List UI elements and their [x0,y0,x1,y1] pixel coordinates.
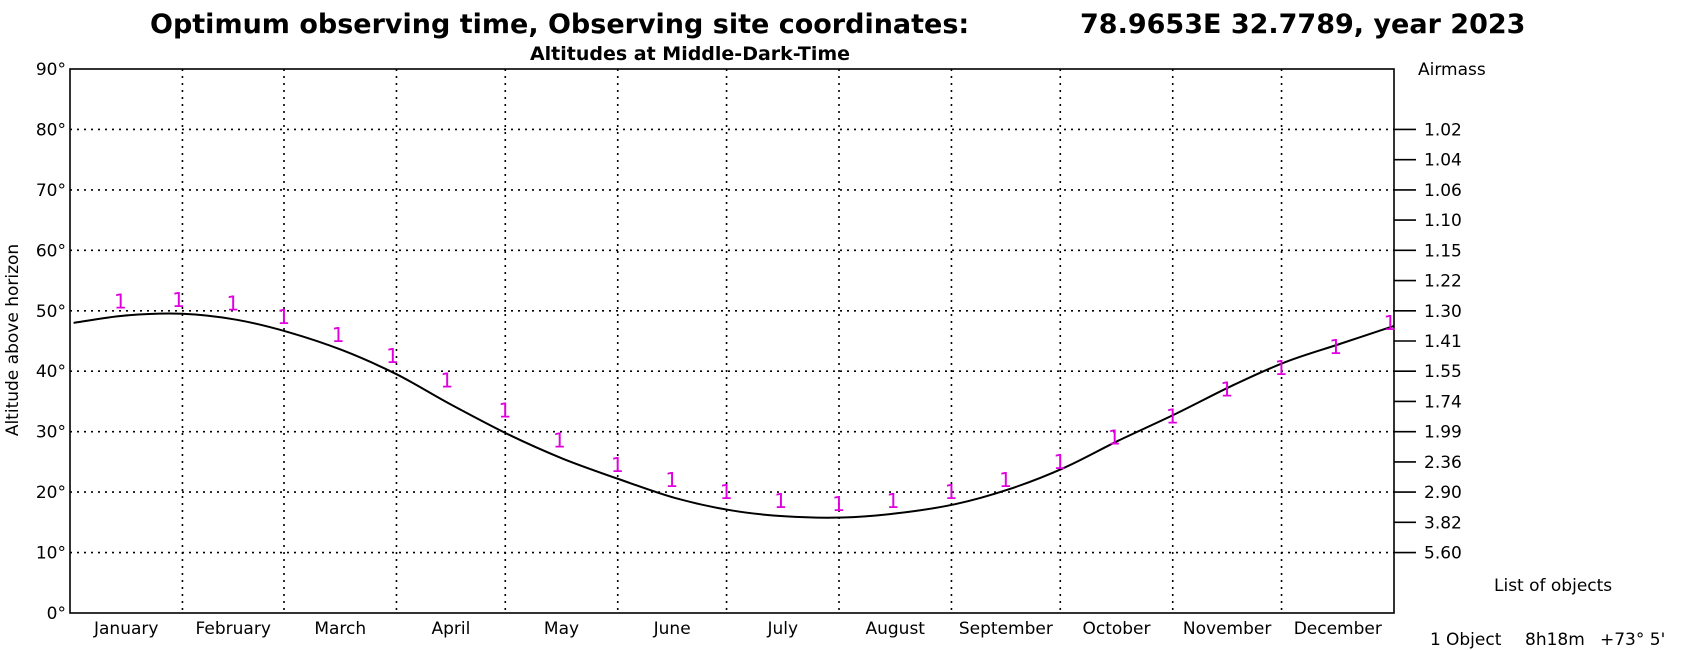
airmass-tick-label: 5.60 [1424,544,1462,564]
altitude-marker: 1 [332,323,345,347]
airmass-tick-label: 3.82 [1424,513,1462,533]
y-tick-label: 80° [36,120,66,140]
y-tick-label: 90° [36,60,66,80]
altitude-marker: 1 [1108,426,1121,450]
airmass-tick-label: 1.74 [1424,392,1462,412]
y-tick-label: 50° [36,302,66,322]
airmass-tick-label: 1.22 [1424,272,1462,292]
month-label: May [544,619,579,639]
altitude-marker: 1 [774,489,787,513]
altitude-marker: 1 [441,368,454,392]
altitude-marker: 1 [832,492,845,516]
altitude-marker: 1 [226,292,239,316]
chart-title-coordinates: 78.9653E 32.7789, year 2023 [1080,9,1525,40]
airmass-tick-label: 1.99 [1424,423,1462,443]
altitude-marker: 1 [611,453,624,477]
y-tick-label: 40° [36,362,66,382]
altitude-marker: 1 [172,288,185,312]
month-labels: January February March April May June July Augu… [93,619,1382,639]
objects-list-header: List of objects [1494,576,1612,596]
y-tick-label: 20° [36,483,66,503]
altitude-marker: 1 [386,344,399,368]
object-ra: 8h18m [1525,630,1585,650]
altitude-marker: 1 [1054,450,1067,474]
altitude-marker: 1 [1275,356,1288,380]
y-ticks: 0° 10° 20° 30° 40° 50° 60° 70° 80° 90° [36,60,66,624]
month-label: December [1294,619,1382,639]
airmass-tick-label: 1.41 [1424,332,1462,352]
altitude-marker: 1 [887,489,900,513]
altitude-marker: 1 [553,429,566,453]
airmass-tick-label: 1.02 [1424,120,1462,140]
airmass-tick-label: 1.10 [1424,211,1462,231]
altitude-markers: 1 1 1 1 1 1 1 1 1 1 1 1 1 1 1 1 1 1 1 1 1 1 1 1 [114,288,1396,516]
month-label: January [93,619,158,639]
airmass-ticks: 1.02 1.04 1.06 1.10 1.15 1.22 1.30 1.41 1.55 1.74… [1394,120,1462,564]
altitude-marker: 1 [114,290,127,314]
month-label: October [1082,619,1150,639]
object-dec: +73° 5' [1600,630,1665,650]
y-tick-label: 0° [47,604,66,624]
month-label: February [196,619,271,639]
y2-axis-label: Airmass [1418,60,1486,80]
altitude-marker: 1 [945,480,958,504]
altitude-marker: 1 [999,468,1012,492]
altitude-marker: 1 [1166,405,1179,429]
altitude-marker: 1 [277,305,290,329]
altitude-marker: 1 [1384,311,1397,335]
y-tick-label: 30° [36,423,66,443]
altitude-marker: 1 [499,399,512,423]
month-label: November [1183,619,1271,639]
month-label: April [431,619,470,639]
y-tick-label: 10° [36,544,66,564]
airmass-tick-label: 1.15 [1424,241,1462,261]
altitude-marker: 1 [665,468,678,492]
object-index: 1 [1430,630,1441,650]
chart-subtitle: Altitudes at Middle-Dark-Time [530,43,850,65]
grid [70,69,1394,613]
airmass-tick-label: 1.04 [1424,151,1462,171]
airmass-tick-label: 1.30 [1424,302,1462,322]
y-axis-label: Altitude above horizon [3,244,23,436]
airmass-tick-label: 2.90 [1424,483,1462,503]
month-label: September [959,619,1053,639]
object-name: Object [1446,630,1502,650]
month-label: June [653,619,691,639]
y-tick-label: 60° [36,241,66,261]
airmass-tick-label: 2.36 [1424,453,1462,473]
y-tick-label: 70° [36,181,66,201]
month-label: March [314,619,366,639]
objects-list-item: 1 Object 8h18m +73° 5' [1430,630,1665,650]
altitude-marker: 1 [720,480,733,504]
chart-title: Optimum observing time, Observing site c… [150,9,969,40]
month-label: July [766,619,798,639]
airmass-tick-label: 1.55 [1424,362,1462,382]
month-label: August [865,619,925,639]
airmass-tick-label: 1.06 [1424,181,1462,201]
altitude-marker: 1 [1220,377,1233,401]
altitude-marker: 1 [1329,335,1342,359]
altitude-curve [73,312,1395,519]
plot-frame [69,68,1395,614]
